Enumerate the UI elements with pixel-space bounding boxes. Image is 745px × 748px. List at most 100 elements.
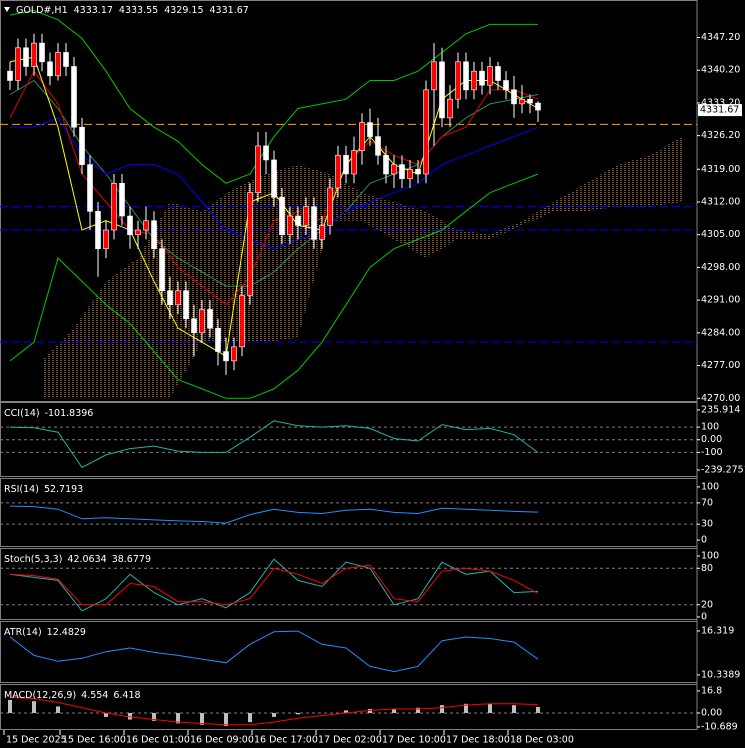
- candle-body: [407, 168, 413, 179]
- candle-body: [223, 351, 229, 362]
- candle-body: [319, 225, 325, 240]
- candle-body: [215, 327, 221, 352]
- x-tick-label: 16 Dec 01:00: [126, 735, 190, 746]
- panel-border: [0, 0, 698, 402]
- chart-header: GOLD#,H1 4333.17 4333.55 4329.15 4331.67: [16, 5, 249, 16]
- candle-body: [167, 290, 173, 306]
- y-tick-label: 4298.00: [701, 262, 740, 273]
- histogram-bar: [8, 699, 12, 713]
- indicator-value: 12.4829: [47, 627, 86, 638]
- indicator-line: [10, 117, 539, 250]
- y-tick-label: 0.00: [701, 434, 722, 445]
- indicator-value: 52.7193: [44, 484, 83, 495]
- indicator-header: CCI(14) -101.8396: [4, 408, 93, 419]
- candle-body: [39, 42, 45, 63]
- indicator-name: RSI(14): [4, 484, 39, 495]
- candle-body: [119, 183, 125, 217]
- histogram-bar: [224, 712, 228, 727]
- candle-body: [271, 159, 277, 198]
- candle-body: [87, 164, 93, 212]
- x-tick-label: 17 Dec 10:00: [382, 735, 446, 746]
- candle-body: [175, 290, 181, 306]
- y-tick-label: 4270.00: [701, 393, 740, 404]
- candle-body: [359, 122, 365, 151]
- symbol: GOLD#,H1: [16, 5, 68, 16]
- histogram-bar: [344, 710, 348, 713]
- panel-plot: [0, 696, 697, 727]
- candle-body: [535, 102, 541, 111]
- indicator-header: RSI(14) 52.7193: [4, 484, 83, 495]
- candle-body: [71, 66, 77, 128]
- x-tick-label: 15 Dec 2025: [6, 735, 67, 746]
- candle-body: [103, 229, 109, 250]
- panel-border: [0, 478, 698, 547]
- candle-body: [95, 211, 101, 250]
- panel-plot: [0, 420, 697, 469]
- series-line: [9, 420, 539, 469]
- candle-body: [511, 89, 517, 105]
- indicator-value: 38.6779: [112, 554, 151, 565]
- candle-body: [303, 206, 309, 226]
- y-tick-label: 4333.20: [701, 97, 740, 108]
- candle-body: [439, 61, 445, 119]
- candle-body: [399, 164, 405, 179]
- ohlc-close: 4331.67: [210, 5, 249, 16]
- y-tick-label: -239.2751: [701, 464, 745, 475]
- indicator-line: [9, 9, 538, 184]
- y-tick-label: 4312.00: [701, 197, 740, 208]
- price-label: 4331.67: [700, 105, 739, 116]
- indicator-value: 42.0634: [67, 554, 106, 565]
- indicator-line: [9, 70, 539, 306]
- candle-body: [263, 145, 269, 161]
- candle-body: [279, 197, 285, 236]
- candle-body: [31, 42, 37, 67]
- histogram-bar: [200, 712, 204, 725]
- series-line: [9, 558, 539, 612]
- histogram-bar: [32, 701, 36, 713]
- histogram-bar: [416, 707, 420, 713]
- candle-body: [183, 290, 189, 320]
- y-tick-label: 20: [701, 599, 713, 610]
- candle-body: [199, 309, 205, 334]
- x-tick-label: 15 Dec 16:00: [62, 735, 126, 746]
- candle-body: [423, 89, 429, 175]
- candle-body: [383, 154, 389, 175]
- ohlc-low: 4329.15: [164, 5, 203, 16]
- panel-plot: [0, 558, 697, 612]
- candle-body: [191, 318, 197, 334]
- y-tick-label: 4277.00: [701, 360, 740, 371]
- indicator-value: 4.554: [81, 690, 108, 701]
- histogram-bar: [392, 709, 396, 713]
- candle-body: [367, 122, 373, 137]
- y-tick-label: 10.3389: [701, 669, 740, 680]
- indicator-value: 6.418: [113, 690, 140, 701]
- histogram-bar: [440, 705, 444, 713]
- candle-body: [255, 145, 261, 193]
- histogram-bar: [296, 712, 300, 715]
- ohlc-open: 4333.17: [74, 5, 113, 16]
- y-tick-label: 100: [701, 481, 719, 492]
- y-tick-label: 4291.00: [701, 295, 740, 306]
- histogram-bar: [248, 712, 252, 723]
- y-tick-label: 16.8: [701, 685, 722, 696]
- x-tick-label: 16 Dec 17:00: [254, 735, 318, 746]
- indicator-name: MACD(12,26,9): [4, 690, 76, 701]
- y-tick-label: 16.319: [701, 625, 734, 636]
- candle-body: [47, 61, 53, 77]
- ohlc-high: 4333.55: [119, 5, 158, 16]
- x-tick-label: 16 Dec 09:00: [190, 735, 254, 746]
- candle-body: [135, 229, 141, 236]
- y-tick-label: 70: [701, 497, 713, 508]
- y-tick-label: 4347.20: [701, 32, 740, 43]
- candle-body: [239, 295, 245, 348]
- histogram-bar: [104, 712, 108, 717]
- candle-body: [351, 150, 357, 175]
- price-label-box: [698, 104, 742, 117]
- indicator-header: ATR(14) 12.4829: [4, 627, 86, 638]
- candle-body: [55, 52, 61, 77]
- y-tick-label: 30: [701, 519, 713, 530]
- series-line: [9, 564, 539, 606]
- series-line: [9, 505, 539, 524]
- histogram-bar: [56, 706, 60, 713]
